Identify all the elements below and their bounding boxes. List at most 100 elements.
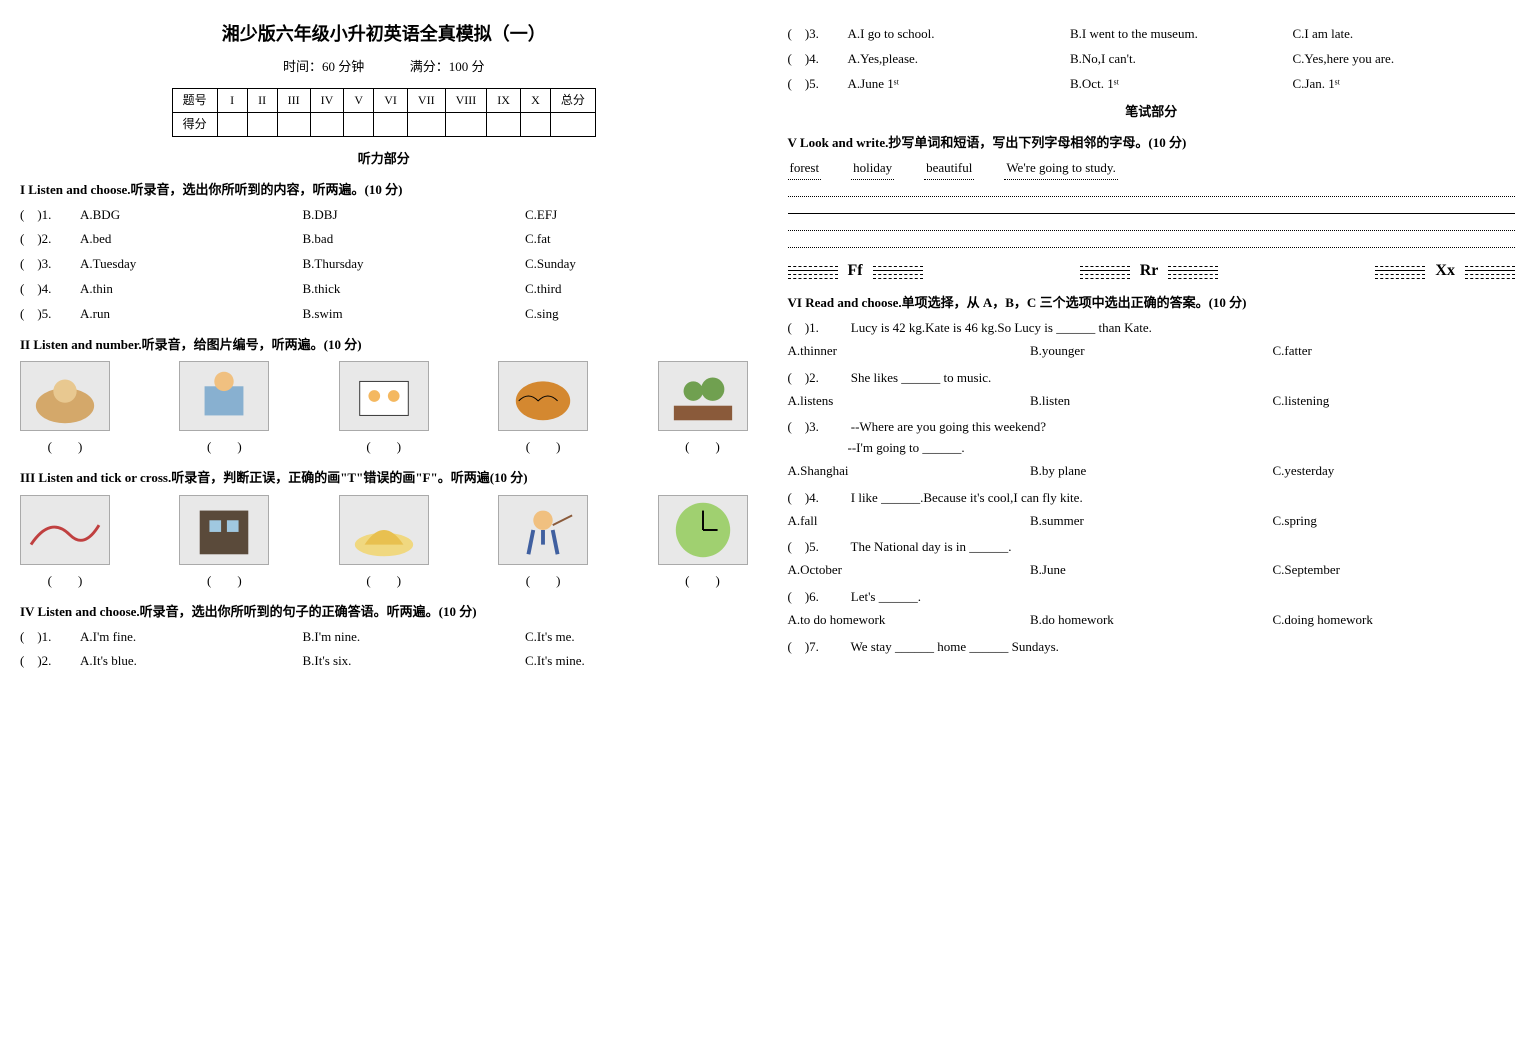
sec3-images xyxy=(20,495,748,565)
sec3-img-2 xyxy=(179,495,269,565)
written-header: 笔试部分 xyxy=(788,102,1516,123)
sec1-row: ( )4. A.thin B.thick C.third xyxy=(20,279,748,300)
blank-cell xyxy=(407,112,445,136)
word-phrase: We're going to study. xyxy=(1004,158,1118,180)
blank-cell xyxy=(277,112,310,136)
sec6-item: ( )6. Let's ______. A.to do homework B.d… xyxy=(788,587,1516,631)
writing-line xyxy=(788,217,1516,231)
opt-b: B.swim xyxy=(303,304,526,325)
opt-a: A.June 1ˢᵗ xyxy=(848,74,1071,95)
th-5: V xyxy=(344,88,374,112)
opt-a: A.BDG xyxy=(80,205,303,226)
opt-a: A.to do homework xyxy=(788,610,1031,631)
letter-block-ff: Ff xyxy=(788,258,923,284)
q-num: ( )6. xyxy=(788,587,848,608)
opt-b: B.DBJ xyxy=(303,205,526,226)
sec4-row: ( )1. A.I'm fine. B.I'm nine. C.It's me. xyxy=(20,627,748,648)
q-num: ( )5. xyxy=(788,74,848,95)
opt-b: B.No,I can't. xyxy=(1070,49,1293,70)
th-2: II xyxy=(247,88,277,112)
th-1: I xyxy=(217,88,247,112)
sec2-img-3 xyxy=(339,361,429,431)
opt-a: A.October xyxy=(788,560,1031,581)
opt-a: A.I'm fine. xyxy=(80,627,303,648)
opt-b: B.bad xyxy=(303,229,526,250)
q-num: ( )5. xyxy=(20,304,80,325)
th-6: VI xyxy=(374,88,408,112)
opt-c: C.It's mine. xyxy=(525,651,748,672)
opt-c: C.I am late. xyxy=(1293,24,1516,45)
blank-cell xyxy=(217,112,247,136)
q-num: ( )3. xyxy=(788,417,848,438)
sec4-row: ( )2. A.It's blue. B.It's six. C.It's mi… xyxy=(20,651,748,672)
sec3-img-3 xyxy=(339,495,429,565)
q-num: ( )2. xyxy=(20,651,80,672)
q-num: ( )5. xyxy=(788,537,848,558)
paren-slot: ( ) xyxy=(179,437,269,458)
opt-c: C.doing homework xyxy=(1273,610,1516,631)
opt-c: C.fat xyxy=(525,229,748,250)
time-label: 时间：60 分钟 xyxy=(283,59,364,74)
opt-b: B.I'm nine. xyxy=(303,627,526,648)
q-num: ( )1. xyxy=(788,318,848,339)
paren-slot: ( ) xyxy=(658,437,748,458)
blank-cell xyxy=(310,112,344,136)
sec6-item: ( )4. I like ______.Because it's cool,I … xyxy=(788,488,1516,532)
stem2: --I'm going to ______. xyxy=(788,438,1516,459)
paren-slot: ( ) xyxy=(658,571,748,592)
sec5-words: forest holiday beautiful We're going to … xyxy=(788,158,1516,180)
blank-cell xyxy=(550,112,595,136)
blank-cell xyxy=(247,112,277,136)
paren-slot: ( ) xyxy=(498,437,588,458)
exam-subtitle: 时间：60 分钟 满分：100 分 xyxy=(20,57,748,78)
opt-b: B.It's six. xyxy=(303,651,526,672)
opt-c: C.fatter xyxy=(1273,341,1516,362)
opt-b: B.summer xyxy=(1030,511,1273,532)
opt-c: C.September xyxy=(1273,560,1516,581)
opt-c: C.sing xyxy=(525,304,748,325)
sec6-item: ( )1. Lucy is 42 kg.Kate is 46 kg.So Luc… xyxy=(788,318,1516,362)
sec5-letters: Ff Rr Xx xyxy=(788,258,1516,284)
sec1-row: ( )3. A.Tuesday B.Thursday C.Sunday xyxy=(20,254,748,275)
blank-cell xyxy=(374,112,408,136)
opt-b: B.do homework xyxy=(1030,610,1273,631)
opt-b: B.June xyxy=(1030,560,1273,581)
writing-line xyxy=(788,183,1516,197)
sec2-head: II Listen and number.听录音，给图片编号，听两遍。(10 分… xyxy=(20,335,748,356)
sec4-row: ( )4. A.Yes,please. B.No,I can't. C.Yes,… xyxy=(788,49,1516,70)
q-num: ( )2. xyxy=(788,368,848,389)
q-num: ( )4. xyxy=(788,49,848,70)
opt-a: A.I go to school. xyxy=(848,24,1071,45)
sec1-row: ( )2. A.bed B.bad C.fat xyxy=(20,229,748,250)
sec3-head: III Listen and tick or cross.听录音，判断正误，正确… xyxy=(20,468,748,489)
fourline-after xyxy=(873,263,923,279)
word-forest: forest xyxy=(788,158,822,180)
opt-a: A.thinner xyxy=(788,341,1031,362)
fourline-before xyxy=(788,263,838,279)
opt-a: A.fall xyxy=(788,511,1031,532)
sec6-item: ( )5. The National day is in ______. A.O… xyxy=(788,537,1516,581)
stem: The National day is in ______. xyxy=(851,539,1012,554)
th-3: III xyxy=(277,88,310,112)
opt-b: B.listen xyxy=(1030,391,1273,412)
th-11: 总分 xyxy=(550,88,595,112)
opt-a: A.run xyxy=(80,304,303,325)
sec4-row: ( )3. A.I go to school. B.I went to the … xyxy=(788,24,1516,45)
fullscore-label: 满分：100 分 xyxy=(410,59,485,74)
paren-slot: ( ) xyxy=(339,437,429,458)
blank-cell xyxy=(487,112,521,136)
fourline-after xyxy=(1465,263,1515,279)
opt-c: C.It's me. xyxy=(525,627,748,648)
th-4: IV xyxy=(310,88,344,112)
sec1-row: ( )1. A.BDG B.DBJ C.EFJ xyxy=(20,205,748,226)
stem: Lucy is 42 kg.Kate is 46 kg.So Lucy is _… xyxy=(851,320,1152,335)
letter-block-xx: Xx xyxy=(1375,258,1515,284)
letter-xx: Xx xyxy=(1431,258,1459,284)
q-num: ( )4. xyxy=(788,488,848,509)
letter-rr: Rr xyxy=(1136,258,1163,284)
writing-line xyxy=(788,200,1516,214)
paren-slot: ( ) xyxy=(498,571,588,592)
sec2-img-1 xyxy=(20,361,110,431)
q-num: ( )3. xyxy=(20,254,80,275)
opt-b: B.Thursday xyxy=(303,254,526,275)
